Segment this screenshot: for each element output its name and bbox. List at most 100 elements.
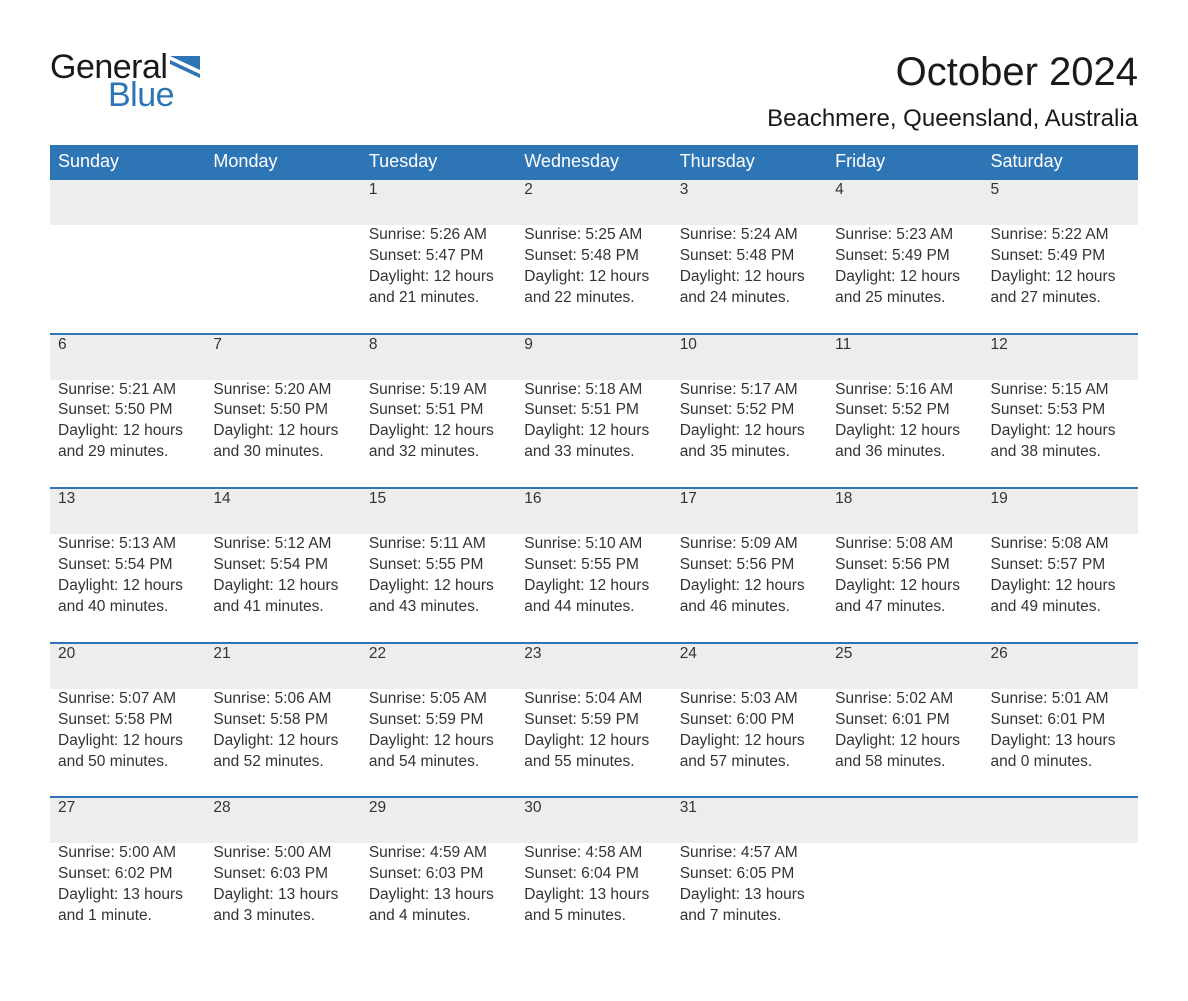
day-header-row: Sunday Monday Tuesday Wednesday Thursday… (50, 145, 1138, 179)
sunrise-text: Sunrise: 5:19 AM (369, 380, 508, 401)
day-header: Sunday (50, 145, 205, 179)
sunrise-text: Sunrise: 5:24 AM (680, 225, 819, 246)
day-number: 4 (827, 179, 982, 225)
sunset-text: Sunset: 6:00 PM (680, 710, 819, 731)
daylight-text: Daylight: 12 hours and 46 minutes. (680, 576, 819, 618)
sunrise-text: Sunrise: 5:04 AM (524, 689, 663, 710)
daylight-text: Daylight: 12 hours and 52 minutes. (213, 731, 352, 773)
day-cell: Sunrise: 5:22 AMSunset: 5:49 PMDaylight:… (983, 225, 1138, 334)
sunset-text: Sunset: 5:49 PM (991, 246, 1130, 267)
sunset-text: Sunset: 5:47 PM (369, 246, 508, 267)
sunrise-text: Sunrise: 5:10 AM (524, 534, 663, 555)
day-number: 6 (50, 334, 205, 380)
sunset-text: Sunset: 6:05 PM (680, 864, 819, 885)
day-number: 19 (983, 488, 1138, 534)
day-number: 23 (516, 643, 671, 689)
day-cell: Sunrise: 5:06 AMSunset: 5:58 PMDaylight:… (205, 689, 360, 798)
day-cell: Sunrise: 5:13 AMSunset: 5:54 PMDaylight:… (50, 534, 205, 643)
day-number: 12 (983, 334, 1138, 380)
daylight-text: Daylight: 12 hours and 35 minutes. (680, 421, 819, 463)
day-number: 11 (827, 334, 982, 380)
day-number: 22 (361, 643, 516, 689)
daylight-text: Daylight: 13 hours and 4 minutes. (369, 885, 508, 927)
day-number: 13 (50, 488, 205, 534)
sunrise-text: Sunrise: 5:09 AM (680, 534, 819, 555)
day-number: 15 (361, 488, 516, 534)
sunset-text: Sunset: 5:51 PM (524, 400, 663, 421)
day-number: 14 (205, 488, 360, 534)
day-header: Saturday (983, 145, 1138, 179)
sunrise-text: Sunrise: 5:16 AM (835, 380, 974, 401)
day-number: 30 (516, 797, 671, 843)
sunset-text: Sunset: 5:53 PM (991, 400, 1130, 421)
sunset-text: Sunset: 6:03 PM (369, 864, 508, 885)
day-header: Tuesday (361, 145, 516, 179)
day-header: Wednesday (516, 145, 671, 179)
sunrise-text: Sunrise: 5:05 AM (369, 689, 508, 710)
sunset-text: Sunset: 5:49 PM (835, 246, 974, 267)
day-cell: Sunrise: 5:10 AMSunset: 5:55 PMDaylight:… (516, 534, 671, 643)
daylight-text: Daylight: 12 hours and 30 minutes. (213, 421, 352, 463)
sunset-text: Sunset: 5:59 PM (524, 710, 663, 731)
sunrise-text: Sunrise: 5:08 AM (991, 534, 1130, 555)
day-cell: Sunrise: 5:00 AMSunset: 6:02 PMDaylight:… (50, 843, 205, 951)
week-number-row: ..12345 (50, 179, 1138, 225)
sunrise-text: Sunrise: 5:02 AM (835, 689, 974, 710)
sunrise-text: Sunrise: 5:12 AM (213, 534, 352, 555)
daylight-text: Daylight: 12 hours and 55 minutes. (524, 731, 663, 773)
day-cell: Sunrise: 5:08 AMSunset: 5:56 PMDaylight:… (827, 534, 982, 643)
day-number: 21 (205, 643, 360, 689)
sunrise-text: Sunrise: 5:26 AM (369, 225, 508, 246)
day-cell: Sunrise: 5:19 AMSunset: 5:51 PMDaylight:… (361, 380, 516, 489)
sunrise-text: Sunrise: 5:08 AM (835, 534, 974, 555)
day-cell: Sunrise: 5:21 AMSunset: 5:50 PMDaylight:… (50, 380, 205, 489)
daylight-text: Daylight: 13 hours and 7 minutes. (680, 885, 819, 927)
sunset-text: Sunset: 5:54 PM (213, 555, 352, 576)
daylight-text: Daylight: 12 hours and 29 minutes. (58, 421, 197, 463)
sunset-text: Sunset: 5:55 PM (369, 555, 508, 576)
sunset-text: Sunset: 5:56 PM (680, 555, 819, 576)
day-number: 28 (205, 797, 360, 843)
day-number: . (983, 797, 1138, 843)
sunset-text: Sunset: 5:48 PM (680, 246, 819, 267)
day-cell: Sunrise: 5:24 AMSunset: 5:48 PMDaylight:… (672, 225, 827, 334)
day-header: Monday (205, 145, 360, 179)
day-number: 1 (361, 179, 516, 225)
sunset-text: Sunset: 5:58 PM (58, 710, 197, 731)
day-header: Thursday (672, 145, 827, 179)
daylight-text: Daylight: 13 hours and 5 minutes. (524, 885, 663, 927)
day-number: 2 (516, 179, 671, 225)
day-cell: Sunrise: 5:15 AMSunset: 5:53 PMDaylight:… (983, 380, 1138, 489)
sunrise-text: Sunrise: 5:20 AM (213, 380, 352, 401)
title-block: October 2024 Beachmere, Queensland, Aust… (767, 50, 1138, 133)
sunrise-text: Sunrise: 5:22 AM (991, 225, 1130, 246)
day-number: . (827, 797, 982, 843)
page-header: General Blue October 2024 Beachmere, Que… (50, 50, 1138, 133)
daylight-text: Daylight: 12 hours and 58 minutes. (835, 731, 974, 773)
sunset-text: Sunset: 5:56 PM (835, 555, 974, 576)
day-cell: Sunrise: 5:25 AMSunset: 5:48 PMDaylight:… (516, 225, 671, 334)
sunrise-text: Sunrise: 5:17 AM (680, 380, 819, 401)
daylight-text: Daylight: 13 hours and 1 minute. (58, 885, 197, 927)
day-number: 26 (983, 643, 1138, 689)
daylight-text: Daylight: 12 hours and 49 minutes. (991, 576, 1130, 618)
sunrise-text: Sunrise: 4:57 AM (680, 843, 819, 864)
sunrise-text: Sunrise: 5:11 AM (369, 534, 508, 555)
daylight-text: Daylight: 12 hours and 41 minutes. (213, 576, 352, 618)
day-number: 25 (827, 643, 982, 689)
day-cell: Sunrise: 5:05 AMSunset: 5:59 PMDaylight:… (361, 689, 516, 798)
daylight-text: Daylight: 12 hours and 54 minutes. (369, 731, 508, 773)
day-number: 20 (50, 643, 205, 689)
day-cell: Sunrise: 5:04 AMSunset: 5:59 PMDaylight:… (516, 689, 671, 798)
day-cell: Sunrise: 5:03 AMSunset: 6:00 PMDaylight:… (672, 689, 827, 798)
day-cell: Sunrise: 5:00 AMSunset: 6:03 PMDaylight:… (205, 843, 360, 951)
sunrise-text: Sunrise: 4:59 AM (369, 843, 508, 864)
daylight-text: Daylight: 12 hours and 27 minutes. (991, 267, 1130, 309)
daylight-text: Daylight: 12 hours and 22 minutes. (524, 267, 663, 309)
day-number: . (205, 179, 360, 225)
sunset-text: Sunset: 5:52 PM (835, 400, 974, 421)
day-number: 9 (516, 334, 671, 380)
sunset-text: Sunset: 5:50 PM (58, 400, 197, 421)
sunset-text: Sunset: 6:01 PM (991, 710, 1130, 731)
daylight-text: Daylight: 12 hours and 25 minutes. (835, 267, 974, 309)
